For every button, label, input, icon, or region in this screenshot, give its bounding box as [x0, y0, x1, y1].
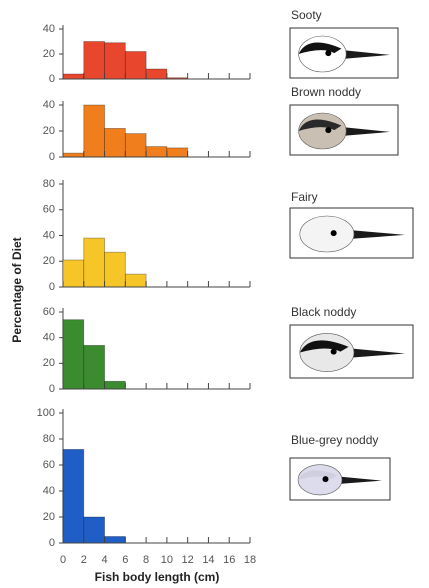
x-tick-label: 18 [244, 554, 256, 566]
bird-head [299, 113, 347, 149]
species-label: Fairy [291, 190, 318, 204]
bar [63, 449, 84, 543]
y-tick-label: 80 [43, 433, 55, 445]
bird-head [300, 333, 354, 371]
y-tick-label: 80 [43, 178, 55, 190]
bar [146, 69, 167, 79]
y-tick-label: 20 [43, 357, 55, 369]
x-tick-label: 0 [60, 554, 66, 566]
x-tick-label: 14 [202, 554, 214, 566]
bar [63, 320, 84, 389]
bar [84, 345, 105, 389]
x-tick-label: 2 [81, 554, 87, 566]
y-tick-label: 40 [43, 23, 55, 35]
bar [105, 43, 126, 79]
x-tick-label: 6 [122, 554, 128, 566]
x-tick-label: 16 [223, 554, 235, 566]
species-label: Brown noddy [291, 85, 361, 99]
bird-head [300, 216, 354, 252]
bird-eye [325, 127, 331, 133]
y-tick-label: 0 [49, 281, 55, 293]
bird-head [299, 36, 347, 72]
bird-eye [331, 349, 337, 355]
bar [146, 147, 167, 157]
bird-head [298, 465, 342, 495]
species-label: Sooty [291, 8, 322, 22]
x-tick-label: 12 [182, 554, 194, 566]
y-tick-label: 40 [43, 99, 55, 111]
x-tick-label: 4 [101, 554, 107, 566]
y-tick-label: 0 [49, 383, 55, 395]
y-tick-label: 0 [49, 151, 55, 163]
y-tick-label: 20 [43, 255, 55, 267]
y-tick-label: 0 [49, 73, 55, 85]
bird-eye [331, 230, 337, 236]
species-label: Blue-grey noddy [291, 433, 378, 447]
bar [105, 252, 126, 287]
bar [84, 105, 105, 157]
species-label: Black noddy [291, 305, 356, 319]
bar [167, 148, 188, 157]
y-tick-label: 0 [49, 537, 55, 549]
bar [84, 238, 105, 287]
bar [84, 517, 105, 543]
x-tick-label: 8 [143, 554, 149, 566]
bar [105, 537, 126, 544]
y-axis-label: Percentage of Diet [10, 237, 24, 342]
bird-eye [323, 476, 329, 482]
bar [63, 260, 84, 287]
bar [125, 52, 146, 80]
bar [105, 381, 126, 389]
bird-eye [325, 50, 331, 56]
y-tick-label: 40 [43, 229, 55, 241]
x-axis-label: Fish body length (cm) [95, 570, 220, 584]
y-tick-label: 20 [43, 125, 55, 137]
y-tick-label: 100 [37, 407, 55, 419]
bar [84, 42, 105, 80]
bar [63, 153, 84, 157]
y-tick-label: 40 [43, 332, 55, 344]
x-tick-label: 10 [161, 554, 173, 566]
y-tick-label: 20 [43, 48, 55, 60]
bar [63, 74, 84, 79]
y-tick-label: 60 [43, 459, 55, 471]
bar [105, 128, 126, 157]
y-tick-label: 40 [43, 485, 55, 497]
y-tick-label: 60 [43, 204, 55, 216]
bar [125, 134, 146, 157]
y-tick-label: 60 [43, 306, 55, 318]
chart: Percentage of Diet 02040Sooty02040Brown … [0, 0, 429, 588]
bar [125, 274, 146, 287]
y-tick-label: 20 [43, 511, 55, 523]
